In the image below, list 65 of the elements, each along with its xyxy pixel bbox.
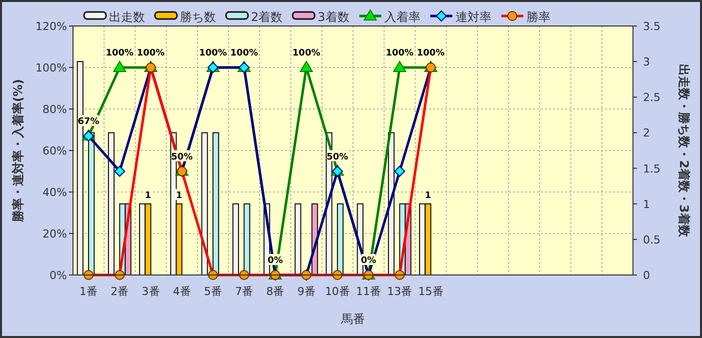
- y-axis-title: 勝率・連対率・入着率(%): [11, 79, 25, 223]
- legend-label: 連対率: [455, 10, 492, 24]
- y2-tick-label: 3: [643, 56, 650, 69]
- legend-label: 出走数: [109, 10, 145, 24]
- x-tick-label: 9番: [297, 285, 316, 298]
- legend-label: 勝率: [526, 10, 550, 24]
- data-label: 100%: [230, 48, 258, 58]
- bar: [232, 203, 240, 276]
- data-label: 0%: [360, 256, 376, 266]
- point: [114, 166, 126, 177]
- point: [394, 166, 406, 177]
- bar: [336, 203, 344, 276]
- legend-label: 3着数: [318, 10, 350, 24]
- y2-tick-label: 2: [643, 126, 650, 140]
- y-tick-label: 40%: [42, 186, 67, 199]
- x-axis-title: 馬番: [340, 312, 365, 326]
- x-tick-label: 2番: [110, 285, 129, 298]
- data-label: 0%: [268, 256, 283, 266]
- y-tick-label: 100%: [36, 62, 67, 74]
- data-label: 100%: [292, 48, 320, 58]
- x-tick-label: 5番: [204, 285, 222, 298]
- point: [113, 61, 126, 72]
- x-tick-label: 13番: [387, 285, 412, 298]
- bar: [294, 203, 302, 276]
- bar: [212, 132, 220, 276]
- x-tick-label: 11番: [356, 285, 382, 298]
- y2-tick-label: 2.5: [643, 91, 660, 104]
- legend-label: 入着率: [384, 10, 420, 24]
- bar: [201, 132, 208, 276]
- data-label: 100%: [106, 48, 134, 58]
- y2-tick-label: 1: [643, 198, 650, 211]
- bar: [88, 132, 95, 276]
- y-tick-label: 60%: [42, 144, 67, 158]
- data-label: 100%: [136, 48, 165, 58]
- point: [393, 61, 406, 72]
- bar: [244, 203, 250, 276]
- y2-tick-label: 0: [643, 269, 650, 282]
- data-label: 100%: [386, 48, 414, 58]
- data-label: 100%: [416, 48, 445, 58]
- x-tick-label: 8番: [266, 285, 284, 298]
- x-tick-label: 15番: [418, 285, 444, 298]
- y-tick-label: 0%: [50, 269, 67, 282]
- y-tick-label: 120%: [36, 20, 67, 33]
- x-tick-label: 4番: [172, 285, 191, 298]
- y2-tick-label: 1.5: [643, 162, 660, 176]
- bar: [108, 132, 115, 276]
- data-label: 1: [176, 190, 182, 201]
- y2-axis-title: 出走数・勝ち数・2着数・3着数: [677, 64, 691, 238]
- data-label: 1: [424, 190, 432, 201]
- y-tick-label: 20%: [42, 228, 67, 240]
- data-label: 50%: [171, 152, 193, 162]
- y2-tick-label: 0.5: [643, 233, 660, 246]
- y2-tick-label: 3.5: [643, 20, 660, 33]
- data-label: 50%: [326, 152, 348, 162]
- legend-label: 2着数: [251, 10, 283, 24]
- x-tick-label: 10番: [324, 285, 350, 298]
- y-tick-label: 80%: [42, 103, 67, 116]
- data-label: 67%: [78, 116, 100, 127]
- x-tick-label: 3番: [142, 285, 160, 298]
- legend-label: 勝ち数: [180, 10, 216, 24]
- data-label: 1: [144, 190, 152, 201]
- x-tick-label: 1番: [80, 285, 98, 298]
- point: [300, 61, 313, 72]
- x-tick-label: 7番: [235, 285, 254, 298]
- data-label: 100%: [199, 48, 227, 58]
